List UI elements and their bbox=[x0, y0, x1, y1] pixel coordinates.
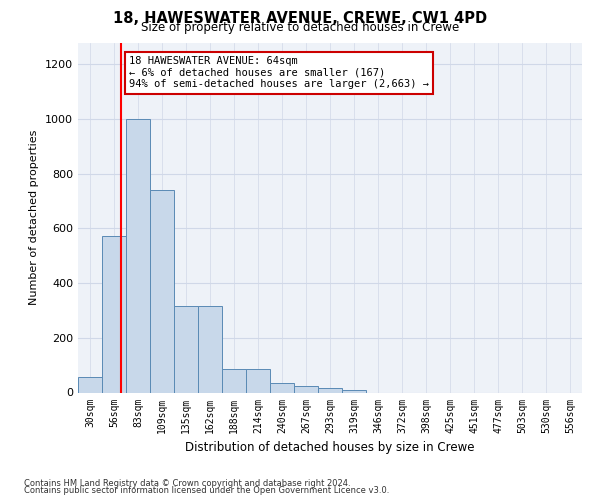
Bar bbox=[294, 386, 318, 392]
Text: Contains public sector information licensed under the Open Government Licence v3: Contains public sector information licen… bbox=[24, 486, 389, 495]
Bar bbox=[102, 236, 126, 392]
Text: 18 HAWESWATER AVENUE: 64sqm
← 6% of detached houses are smaller (167)
94% of sem: 18 HAWESWATER AVENUE: 64sqm ← 6% of deta… bbox=[129, 56, 429, 90]
Bar bbox=[174, 306, 198, 392]
Bar bbox=[342, 390, 366, 392]
Y-axis label: Number of detached properties: Number of detached properties bbox=[29, 130, 40, 305]
Text: Size of property relative to detached houses in Crewe: Size of property relative to detached ho… bbox=[141, 22, 459, 35]
Bar bbox=[126, 119, 150, 392]
Bar bbox=[246, 368, 270, 392]
Bar bbox=[222, 370, 246, 392]
X-axis label: Distribution of detached houses by size in Crewe: Distribution of detached houses by size … bbox=[185, 441, 475, 454]
Bar bbox=[78, 377, 102, 392]
Text: 18, HAWESWATER AVENUE, CREWE, CW1 4PD: 18, HAWESWATER AVENUE, CREWE, CW1 4PD bbox=[113, 11, 487, 26]
Bar bbox=[198, 306, 222, 392]
Bar bbox=[270, 383, 294, 392]
Bar bbox=[150, 190, 174, 392]
Bar bbox=[318, 388, 342, 392]
Text: Contains HM Land Registry data © Crown copyright and database right 2024.: Contains HM Land Registry data © Crown c… bbox=[24, 478, 350, 488]
